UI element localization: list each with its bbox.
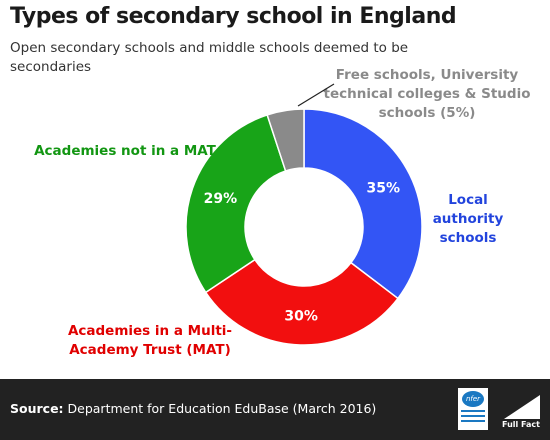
source-text: Department for Education EduBase (March …	[63, 401, 377, 416]
source-note: Source: Department for Education EduBase…	[10, 401, 376, 416]
slice-category-label-line: schools	[440, 230, 497, 246]
slice-category-label: Local authority schools	[433, 192, 504, 246]
slice-category-label-line: technical colleges & Studio	[324, 86, 531, 102]
donut-slice	[185, 113, 287, 294]
leader-line	[297, 83, 335, 107]
slice-category-label: Academies not in a MAT	[34, 143, 217, 159]
slice-value-label: 30%	[284, 308, 318, 324]
slice-category-label-line: schools (5%)	[379, 105, 476, 121]
donut-slice	[204, 258, 399, 346]
footer: Source: Department for Education EduBase…	[0, 379, 550, 440]
slice-category-label-line: Academies not in a MAT	[34, 143, 217, 159]
nfer-logo: nfer	[458, 388, 488, 430]
full-fact-brand: Full Fact	[502, 420, 540, 429]
slice-category-label-line: Academy Trust (MAT)	[69, 342, 231, 358]
chart-title: Types of secondary school in England	[10, 4, 457, 29]
chart-subtitle: Open secondary schools and middle school…	[10, 40, 409, 75]
donut-slice	[266, 108, 305, 172]
slice-category-label-line: Academies in a Multi-	[68, 323, 232, 339]
donut-slice	[303, 108, 423, 300]
slice-value-label: 35%	[367, 181, 401, 197]
slice-category-label: Free schools, University technical colleg…	[324, 67, 531, 121]
donut-chart: 35% Local authority schools 30% Academies in …	[34, 67, 531, 358]
slice-category-label-line: authority	[433, 211, 504, 227]
slice-category-label: Academies in a Multi- Academy Trust (MAT)	[68, 323, 232, 358]
full-fact-logo	[504, 395, 540, 419]
nfer-logo-mark: nfer	[462, 391, 484, 407]
slice-category-label-line: Free schools, University	[336, 67, 519, 83]
slice-value-label: 29%	[204, 191, 238, 207]
slice-category-label-line: Local	[448, 192, 488, 208]
source-label: Source:	[10, 401, 64, 416]
